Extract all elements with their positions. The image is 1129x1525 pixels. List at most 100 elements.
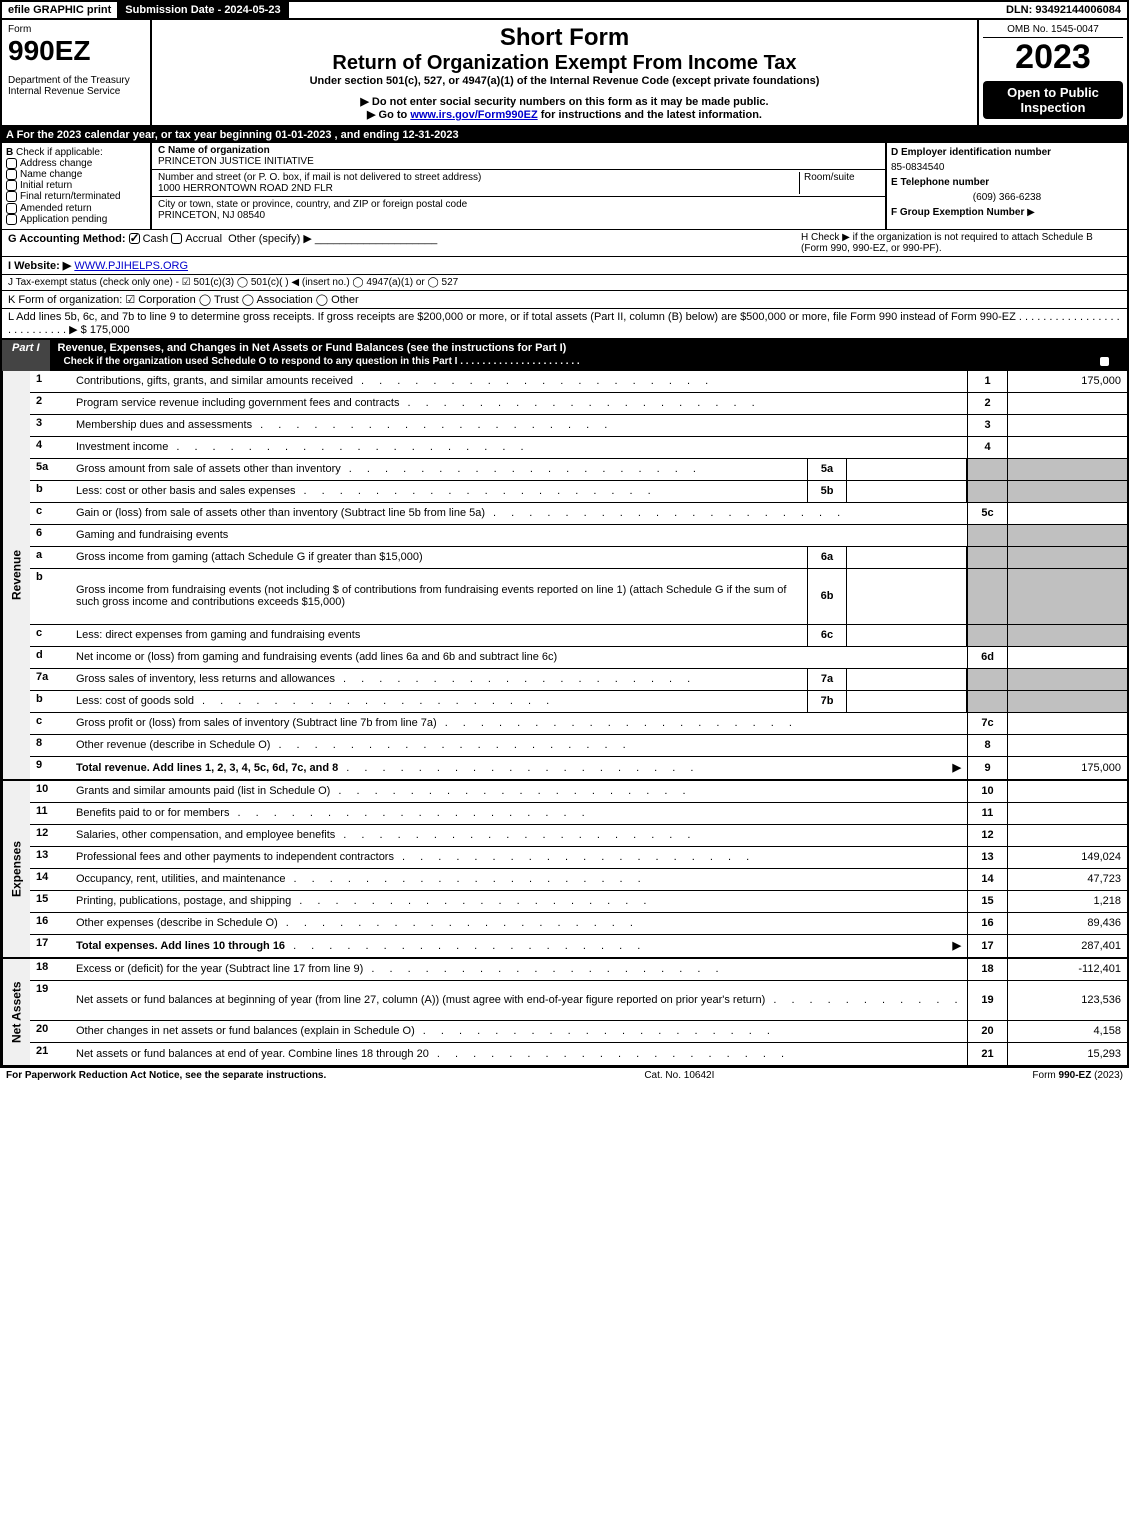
l6a-num: a — [30, 547, 70, 568]
f-label: F Group Exemption Number — [891, 207, 1024, 218]
footer-left: For Paperwork Reduction Act Notice, see … — [6, 1070, 326, 1081]
l9-rnum: 9 — [967, 757, 1007, 779]
website-link[interactable]: WWW.PJIHELPS.ORG — [74, 260, 188, 272]
l5c-val — [1007, 503, 1127, 524]
l7c-desc: Gross profit or (loss) from sales of inv… — [76, 717, 437, 729]
l6d-val — [1007, 647, 1127, 668]
block-b: B Check if applicable: Address change Na… — [2, 143, 152, 229]
l3-rnum: 3 — [967, 415, 1007, 436]
l5c-rnum: 5c — [967, 503, 1007, 524]
l6d-num: d — [30, 647, 70, 668]
l1-num: 1 — [30, 371, 70, 392]
l5a-val — [1007, 459, 1127, 480]
l1-rnum: 1 — [967, 371, 1007, 392]
form-word: Form — [8, 24, 144, 35]
l12-desc: Salaries, other compensation, and employ… — [76, 829, 335, 841]
efile-label: efile GRAPHIC print — [2, 2, 119, 18]
cash-checkbox[interactable] — [129, 233, 140, 244]
g-other: Other (specify) ▶ — [228, 233, 312, 245]
l7b-sub: 7b — [807, 691, 847, 712]
l6b-val — [1007, 569, 1127, 624]
l16-rnum: 16 — [967, 913, 1007, 934]
arrow-icon: ▶ — [953, 761, 961, 774]
l9-val: 175,000 — [1007, 757, 1127, 779]
l7c-num: c — [30, 713, 70, 734]
l18-num: 18 — [30, 959, 70, 980]
l7a-sub: 7a — [807, 669, 847, 690]
g-label: G Accounting Method: — [8, 233, 126, 245]
l14-rnum: 14 — [967, 869, 1007, 890]
d-label: D Employer identification number — [891, 147, 1051, 158]
l2-num: 2 — [30, 393, 70, 414]
initial-return-checkbox[interactable] — [6, 180, 17, 191]
l6c-num: c — [30, 625, 70, 646]
l5a-rnum — [967, 459, 1007, 480]
l8-num: 8 — [30, 735, 70, 756]
l5b-subval — [847, 481, 967, 502]
l16-val: 89,436 — [1007, 913, 1127, 934]
pending-checkbox[interactable] — [6, 214, 17, 225]
l17-val: 287,401 — [1007, 935, 1127, 957]
line-l: L Add lines 5b, 6c, and 7b to line 9 to … — [0, 309, 1129, 340]
amended-checkbox[interactable] — [6, 203, 17, 214]
short-form-title: Short Form — [156, 24, 973, 52]
l2-rnum: 2 — [967, 393, 1007, 414]
l7a-desc: Gross sales of inventory, less returns a… — [76, 673, 335, 685]
l16-desc: Other expenses (describe in Schedule O) — [76, 917, 278, 929]
l16-num: 16 — [30, 913, 70, 934]
l3-val — [1007, 415, 1127, 436]
l14-val: 47,723 — [1007, 869, 1127, 890]
l1-desc: Contributions, gifts, grants, and simila… — [76, 375, 353, 387]
l6b-sub: 6b — [807, 569, 847, 624]
l5a-num: 5a — [30, 459, 70, 480]
c-label: C Name of organization — [158, 145, 270, 156]
l20-num: 20 — [30, 1021, 70, 1042]
omb-number: OMB No. 1545-0047 — [983, 24, 1123, 38]
l5b-val — [1007, 481, 1127, 502]
l14-desc: Occupancy, rent, utilities, and maintena… — [76, 873, 286, 885]
l4-val — [1007, 437, 1127, 458]
final-return-checkbox[interactable] — [6, 191, 17, 202]
l20-rnum: 20 — [967, 1021, 1007, 1042]
accrual-checkbox[interactable] — [171, 233, 182, 244]
b-letter: B — [6, 147, 13, 158]
name-change-checkbox[interactable] — [6, 169, 17, 180]
l6d-rnum: 6d — [967, 647, 1007, 668]
l12-val — [1007, 825, 1127, 846]
l5a-subval — [847, 459, 967, 480]
l13-val: 149,024 — [1007, 847, 1127, 868]
l3-desc: Membership dues and assessments — [76, 419, 252, 431]
l6b-rnum — [967, 569, 1007, 624]
expenses-side-label: Expenses — [2, 781, 30, 957]
l12-rnum: 12 — [967, 825, 1007, 846]
i-label: I Website: ▶ — [8, 260, 71, 272]
f-arrow: ▶ — [1027, 207, 1035, 218]
line-h: H Check ▶ if the organization is not req… — [801, 232, 1121, 254]
opt-final: Final return/terminated — [20, 192, 121, 203]
l5a-desc: Gross amount from sale of assets other t… — [76, 463, 341, 475]
l18-desc: Excess or (deficit) for the year (Subtra… — [76, 963, 363, 975]
l7c-val — [1007, 713, 1127, 734]
dots: . . . . . . . . . . . . . . . . . . . . — [353, 375, 961, 387]
l19-desc: Net assets or fund balances at beginning… — [76, 994, 765, 1006]
l2-val — [1007, 393, 1127, 414]
part1-badge: Part I — [2, 340, 50, 371]
schedule-o-checkbox[interactable] — [1099, 356, 1110, 367]
e-label: E Telephone number — [891, 177, 989, 188]
addr-change-checkbox[interactable] — [6, 158, 17, 169]
l17-num: 17 — [30, 935, 70, 957]
l11-rnum: 11 — [967, 803, 1007, 824]
l5c-num: c — [30, 503, 70, 524]
irs-link[interactable]: www.irs.gov/Form990EZ — [410, 109, 537, 121]
l12-num: 12 — [30, 825, 70, 846]
l6c-desc: Less: direct expenses from gaming and fu… — [76, 629, 360, 641]
phone: (609) 366-6238 — [891, 192, 1123, 203]
l5a-sub: 5a — [807, 459, 847, 480]
l7b-subval — [847, 691, 967, 712]
footer-right: Form 990-EZ (2023) — [1032, 1070, 1123, 1081]
header-left: Form 990EZ Department of the Treasury In… — [2, 20, 152, 125]
g-cash: Cash — [143, 233, 169, 245]
note2: ▶ Go to www.irs.gov/Form990EZ for instru… — [156, 108, 973, 121]
l20-desc: Other changes in net assets or fund bala… — [76, 1025, 415, 1037]
g-accrual: Accrual — [185, 233, 222, 245]
